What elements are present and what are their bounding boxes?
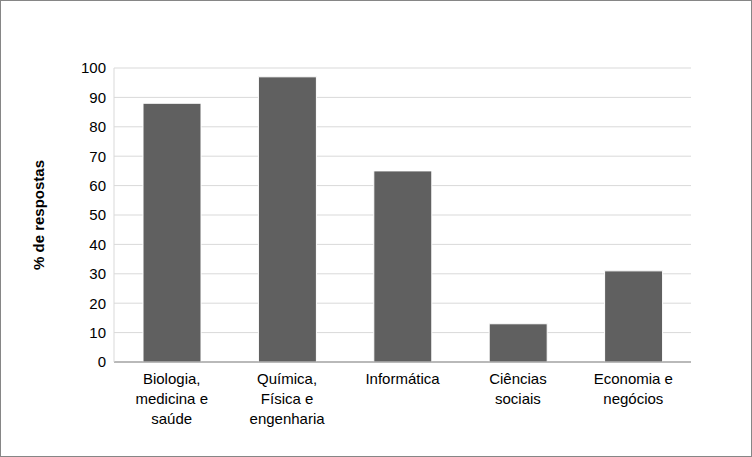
svg-text:Informática: Informática xyxy=(365,370,440,387)
svg-text:60: 60 xyxy=(89,177,106,194)
svg-text:80: 80 xyxy=(89,118,106,135)
svg-text:40: 40 xyxy=(89,236,106,253)
svg-text:90: 90 xyxy=(89,89,106,106)
svg-text:Biologia,medicina esaúde: Biologia,medicina esaúde xyxy=(135,370,208,427)
svg-text:100: 100 xyxy=(81,59,106,76)
svg-text:20: 20 xyxy=(89,295,106,312)
svg-text:30: 30 xyxy=(89,265,106,282)
svg-text:% de respostas: % de respostas xyxy=(30,160,47,270)
svg-text:Química,Física eengenharia: Química,Física eengenharia xyxy=(250,370,326,427)
svg-text:10: 10 xyxy=(89,324,106,341)
svg-text:Ciênciassociais: Ciênciassociais xyxy=(489,370,547,407)
svg-text:50: 50 xyxy=(89,206,106,223)
svg-text:0: 0 xyxy=(98,353,106,370)
svg-text:70: 70 xyxy=(89,148,106,165)
svg-text:Economia enegócios: Economia enegócios xyxy=(594,370,673,407)
